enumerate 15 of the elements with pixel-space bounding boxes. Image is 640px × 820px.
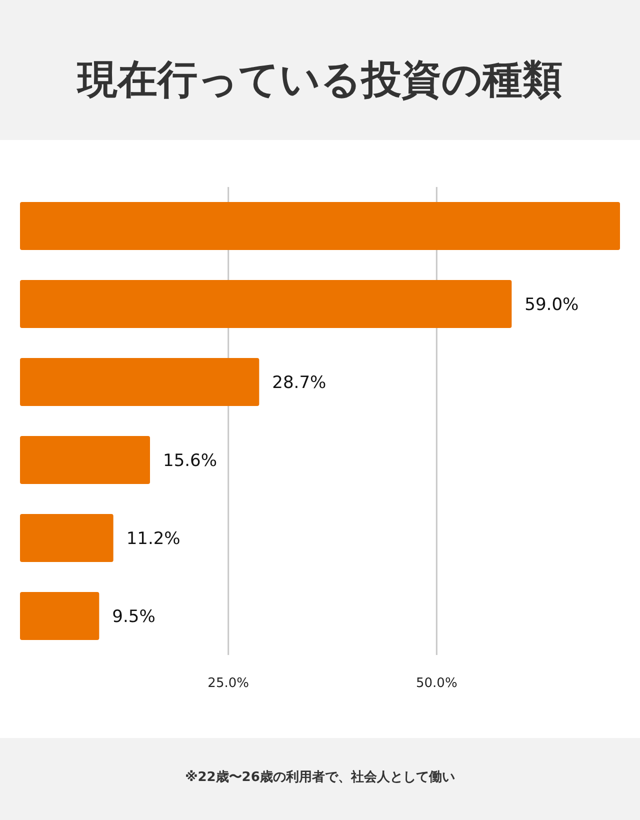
bar xyxy=(20,514,114,562)
bar xyxy=(20,202,620,250)
bar xyxy=(20,592,100,640)
bar xyxy=(20,280,512,328)
data-label: 28.7% xyxy=(272,373,326,393)
data-label: 9.5% xyxy=(112,607,156,627)
data-label: 59.0% xyxy=(524,295,579,315)
data-label: 15.6% xyxy=(163,451,218,471)
data-label: 11.2% xyxy=(126,529,180,549)
chart-title: 現在行っている投資の種類 xyxy=(76,57,562,103)
bar xyxy=(20,358,260,406)
text: ※22歳〜26歳の利用者で、社会人として働い xyxy=(185,769,455,785)
x-tick-label: 25.0% xyxy=(208,676,249,691)
x-tick-label: 50.0% xyxy=(416,676,458,691)
bar xyxy=(20,436,150,484)
